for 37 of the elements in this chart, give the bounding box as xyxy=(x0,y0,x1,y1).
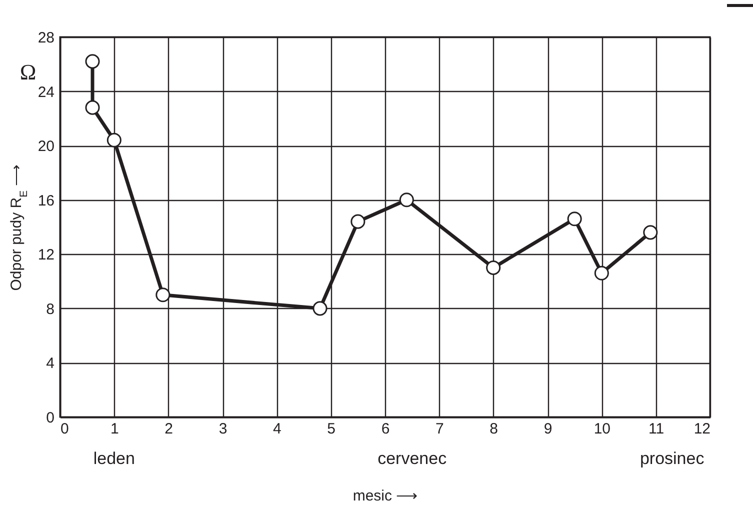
point xyxy=(85,100,100,115)
point xyxy=(312,301,328,316)
point xyxy=(350,214,366,229)
x-tick-label: 2 xyxy=(164,420,174,438)
text: prosinec xyxy=(640,449,705,468)
x-tick-label: 10 xyxy=(594,420,611,438)
x-tick-label: 11 xyxy=(648,420,664,438)
point xyxy=(85,54,100,69)
y-tick-label: 4 xyxy=(46,355,54,372)
text: cervenec xyxy=(378,449,448,468)
y-tick-label: 12 xyxy=(38,246,54,264)
y-tick-label: 8 xyxy=(46,300,54,318)
point xyxy=(156,288,170,302)
y-tick-label: 0 xyxy=(46,410,54,426)
y-tick-label: 16 xyxy=(38,192,54,210)
x-tick-label: 4 xyxy=(272,420,282,438)
text: leden xyxy=(93,449,135,468)
x-tick-label: 8 xyxy=(490,420,498,438)
x-tick-label: 1 xyxy=(110,420,119,438)
point xyxy=(567,212,582,226)
x-tick-label: 7 xyxy=(435,420,444,438)
y-tick-label: 28 xyxy=(38,30,54,46)
x-tick-label: 3 xyxy=(218,420,228,438)
x-tick-label: 12 xyxy=(694,420,710,438)
x-tick-label: 5 xyxy=(327,420,336,438)
point xyxy=(594,266,609,280)
x-tick-label: 6 xyxy=(381,420,390,438)
x-tick-label: 0 xyxy=(60,420,69,438)
x-tick-label: 9 xyxy=(544,420,552,438)
y-tick-label: 24 xyxy=(38,84,54,101)
point xyxy=(486,260,501,275)
point xyxy=(643,225,658,240)
x-axis-title: mesic ⟶ xyxy=(352,488,418,504)
point xyxy=(399,192,414,208)
y-tick-label: 20 xyxy=(38,138,54,156)
text: Ω xyxy=(20,59,36,84)
point xyxy=(106,132,122,148)
